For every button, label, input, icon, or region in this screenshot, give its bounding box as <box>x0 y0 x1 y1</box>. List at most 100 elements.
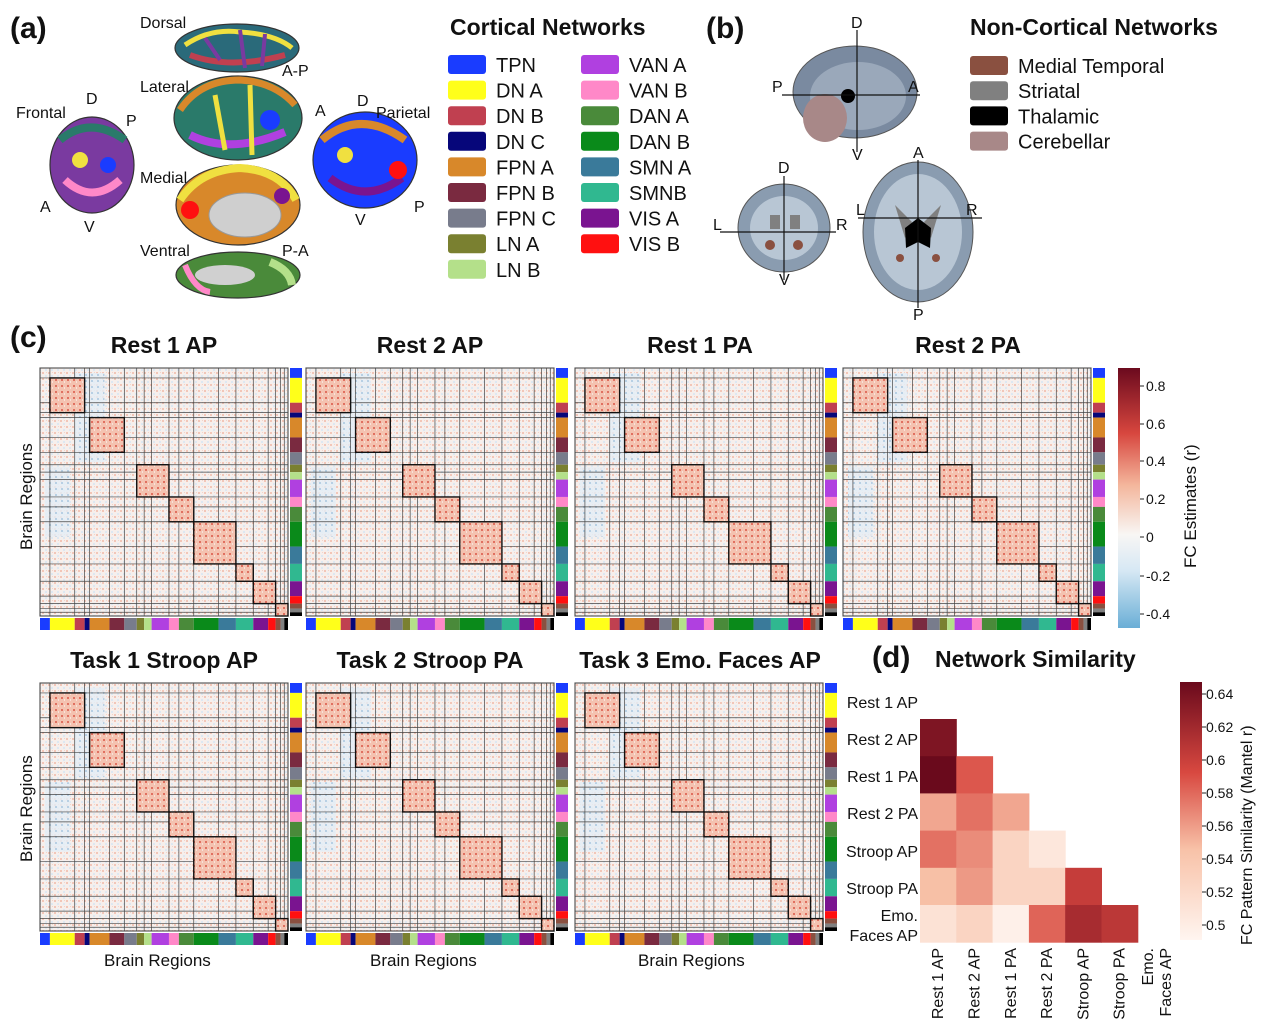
similarity-title: Network Similarity <box>935 646 1136 672</box>
similarity-tick-label: 0.56 <box>1206 818 1233 834</box>
legend-label-dan-a: DAN A <box>629 106 690 128</box>
legend-swatch-thalamic <box>970 106 1008 126</box>
similarity-cell <box>956 905 994 943</box>
fc-matrix-7: Task 3 Emo. Faces AP <box>574 647 837 945</box>
fc-matrix-5: Task 1 Stroop AP <box>39 647 302 945</box>
similarity-colorbar <box>1180 682 1202 940</box>
fc-tick-label: -0.2 <box>1146 568 1170 584</box>
panel-d: (d) Network Similarity Rest 1 AP Rest 2 A… <box>846 641 1256 1020</box>
orient-cor-l: L <box>713 217 722 234</box>
brain-lateral-view <box>173 75 303 161</box>
view-label-medial: Medial <box>140 170 187 187</box>
legend-swatch-ln-b <box>448 259 486 279</box>
similarity-cell <box>920 719 957 757</box>
similarity-row-label: Rest 2 AP <box>847 732 918 749</box>
orient-parietal-d: D <box>357 93 369 110</box>
orient-sag-d: D <box>851 15 863 32</box>
similarity-cell <box>1028 905 1066 943</box>
similarity-col-label: Rest 2 PA <box>1039 948 1056 1019</box>
orient-ap: A-P <box>282 63 309 80</box>
noncortical-legend-items: Medial Temporal Striatal Thalamic Cerebella… <box>970 56 1164 154</box>
orient-ax-r: R <box>966 202 978 219</box>
fc-matrix-2: Rest 2 AP <box>305 332 568 630</box>
panel-a-label: (a) <box>10 12 47 45</box>
orient-parietal-p: P <box>414 199 425 216</box>
fc-colorbar-ticks: 0.8 0.6 0.4 0.2 0 -0.2 -0.4 <box>1140 378 1170 622</box>
fc-matrix-title: Task 3 Emo. Faces AP <box>579 647 821 673</box>
similarity-cell <box>992 830 1030 869</box>
legend-label-tpn: TPN <box>496 55 536 77</box>
similarity-tick-label: 0.54 <box>1206 851 1233 867</box>
legend-label-medial-temporal: Medial Temporal <box>1018 56 1164 78</box>
legend-label-vis-b: VIS B <box>629 234 680 256</box>
legend-swatch-cerebellar <box>970 131 1008 151</box>
legend-swatch-striatal <box>970 81 1008 101</box>
similarity-tick-label: 0.6 <box>1206 752 1226 768</box>
similarity-cell <box>956 793 994 832</box>
similarity-col-label: Emo. <box>1140 948 1157 985</box>
orient-sag-p: P <box>772 79 783 96</box>
similarity-col-label: Stroop AP <box>1075 948 1092 1020</box>
fc-matrix-4: Rest 2 PA <box>842 332 1105 630</box>
fc-tick-label: 0.2 <box>1146 491 1166 507</box>
legend-label-ln-a: LN A <box>496 234 540 256</box>
brain-parietal-view <box>312 111 418 209</box>
brain-ventral-view <box>175 251 301 299</box>
panel-d-label: (d) <box>872 641 910 674</box>
legend-swatch-van-b <box>581 80 619 100</box>
panel-c: (c) Rest 1 AP Rest 2 AP Rest 1 PA Rest 2 PA… <box>10 321 1200 970</box>
fc-matrix-title: Task 1 Stroop AP <box>70 647 258 673</box>
orient-cor-v: V <box>779 272 790 289</box>
legend-swatch-ln-a <box>448 234 486 254</box>
similarity-cell <box>992 905 1030 943</box>
legend-label-van-a: VAN A <box>629 55 687 77</box>
orient-ax-p: P <box>913 307 924 324</box>
y-axis-label-row2: Brain Regions <box>17 755 36 862</box>
legend-swatch-dn-c <box>448 131 486 151</box>
x-axis-label-1: Brain Regions <box>104 951 211 970</box>
similarity-cell <box>956 830 994 869</box>
orient-parietal-a: A <box>315 103 326 120</box>
cortical-legend-title: Cortical Networks <box>450 14 646 40</box>
similarity-row-label: Rest 1 PA <box>847 769 918 786</box>
fc-tick-label: 0.4 <box>1146 453 1166 469</box>
legend-swatch-tpn <box>448 55 486 74</box>
similarity-heatmap: Rest 1 AP Rest 2 AP Rest 1 PA Rest 2 PA Stro… <box>846 695 1175 1020</box>
similarity-cell <box>920 756 957 794</box>
legend-label-fpn-b: FPN B <box>496 183 555 205</box>
legend-swatch-dn-b <box>448 106 486 126</box>
legend-label-van-b: VAN B <box>629 81 688 103</box>
legend-label-dn-c: DN C <box>496 132 545 154</box>
legend-label-fpn-c: FPN C <box>496 209 556 231</box>
axial-slice <box>858 160 982 308</box>
panel-a: (a) Dorsal A-P Lateral Medial <box>10 12 430 299</box>
legend-label-ln-b: LN B <box>496 260 540 282</box>
noncortical-legend-title: Non-Cortical Networks <box>970 14 1218 40</box>
similarity-cell <box>1028 867 1066 906</box>
legend-label-dn-b: DN B <box>496 106 544 128</box>
legend-label-vis-a: VIS A <box>629 209 680 231</box>
orient-ax-a: A <box>913 145 924 162</box>
legend-label-cerebellar: Cerebellar <box>1018 132 1111 154</box>
fc-tick-label: 0 <box>1146 529 1154 545</box>
fc-colorbar <box>1118 368 1140 628</box>
panel-c-label: (c) <box>10 321 47 354</box>
view-label-dorsal: Dorsal <box>140 15 186 32</box>
panel-b: (b) D P A V D L R V <box>706 12 1218 324</box>
similarity-tick-label: 0.52 <box>1206 884 1233 900</box>
similarity-cell <box>1028 830 1066 869</box>
fc-matrix-1: Rest 1 AP <box>39 332 302 630</box>
brain-dorsal-view <box>174 23 300 73</box>
similarity-cell <box>992 793 1030 832</box>
cortical-legend: Cortical Networks TPN DN A DN B DN C FPN A FP… <box>448 14 692 282</box>
brain-medial-view <box>175 163 301 246</box>
legend-swatch-medial-temporal <box>970 56 1008 75</box>
y-axis-label-row1: Brain Regions <box>17 443 36 550</box>
similarity-row-label: Faces AP <box>850 928 918 945</box>
fc-matrix-title: Rest 2 AP <box>377 332 484 358</box>
view-label-ventral: Ventral <box>140 243 190 260</box>
orient-cor-r: R <box>836 217 848 234</box>
similarity-cell <box>1101 905 1139 943</box>
similarity-cell <box>920 830 957 869</box>
